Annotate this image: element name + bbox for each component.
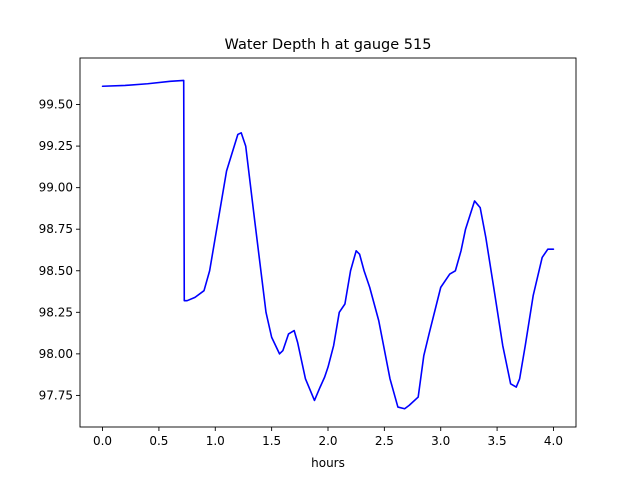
x-tick-label: 1.5: [262, 434, 281, 448]
x-tick-label: 3.0: [431, 434, 450, 448]
y-tick-label: 99.50: [39, 98, 73, 112]
y-tick-label: 97.75: [39, 388, 73, 402]
x-tick-label: 3.5: [488, 434, 507, 448]
x-axis: 0.0 0.5 1.0 1.5 2.0 2.5 3.0 3.5 4.0: [93, 427, 563, 448]
y-tick-label: 99.25: [39, 139, 73, 153]
y-tick-label: 98.00: [39, 347, 73, 361]
x-tick-label: 2.0: [318, 434, 337, 448]
y-tick-label: 98.75: [39, 222, 73, 236]
y-tick-label: 98.50: [39, 264, 73, 278]
y-tick-label: 99.00: [39, 181, 73, 195]
chart-title: Water Depth h at gauge 515: [225, 37, 432, 53]
x-tick-label: 0.5: [149, 434, 168, 448]
x-tick-label: 0.0: [93, 434, 112, 448]
x-tick-label: 2.5: [375, 434, 394, 448]
y-tick-label: 98.25: [39, 305, 73, 319]
x-tick-label: 1.0: [206, 434, 225, 448]
y-axis: 97.75 98.00 98.25 98.50 98.75 99.00 99.25 99.50: [39, 98, 80, 402]
x-axis-label: hours: [311, 456, 345, 470]
series-line-1: [101, 79, 555, 410]
x-tick-label: 4.0: [544, 434, 563, 448]
